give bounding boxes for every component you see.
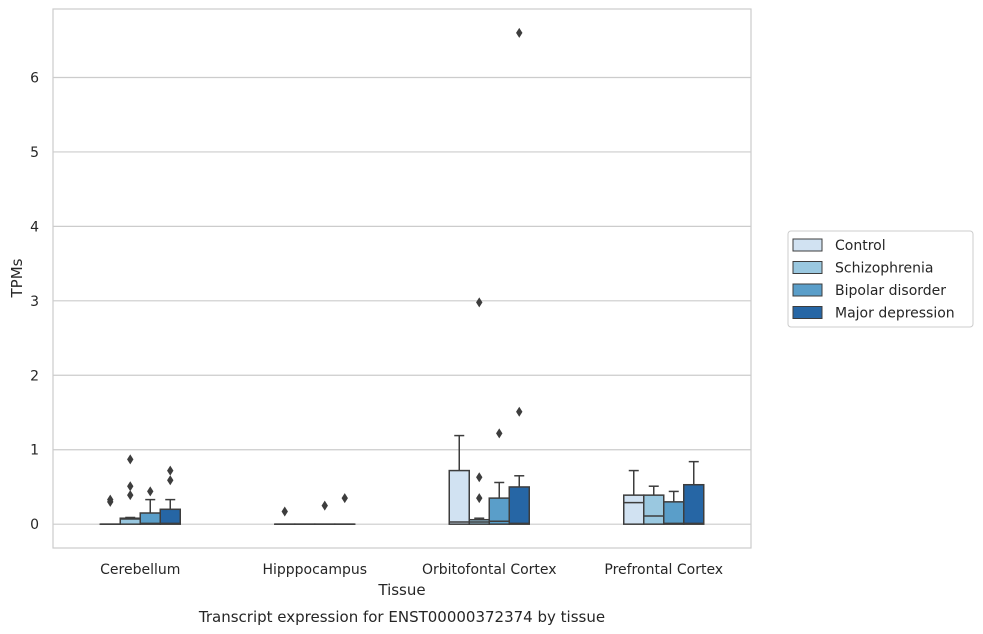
outlier-point xyxy=(341,493,348,504)
box-0-2 xyxy=(448,434,470,525)
y-tick-label: 4 xyxy=(30,219,39,235)
y-tick-label: 0 xyxy=(30,517,39,533)
box-body xyxy=(488,497,510,525)
legend-label: Schizophrenia xyxy=(835,261,933,277)
box-3-0 xyxy=(159,465,181,525)
legend-swatch xyxy=(792,306,823,319)
box-2-2 xyxy=(488,428,510,525)
box-body xyxy=(448,469,470,525)
box-3-2 xyxy=(508,27,530,525)
y-tick-label: 5 xyxy=(30,145,39,161)
outlier-point xyxy=(281,506,288,517)
legend-label: Major depression xyxy=(835,306,955,322)
box-body xyxy=(643,494,665,525)
box-2-1 xyxy=(314,500,336,525)
outlier-point xyxy=(516,406,523,417)
outlier-point xyxy=(167,465,174,476)
box-1-2 xyxy=(468,297,490,525)
outlier-point xyxy=(147,486,154,497)
box-0-1 xyxy=(274,506,296,525)
outlier-point xyxy=(127,490,134,501)
outlier-point xyxy=(321,500,328,511)
outlier-point xyxy=(107,494,114,505)
box-0-3 xyxy=(623,469,645,525)
y-axis-ticks: 0 1 2 3 4 5 6 xyxy=(30,70,39,533)
y-tick-label: 2 xyxy=(30,368,39,384)
outlier-point xyxy=(516,27,523,38)
outlier-point xyxy=(496,428,503,439)
x-tick-label: Orbitofontal Cortex xyxy=(422,562,557,578)
outlier-point xyxy=(127,454,134,465)
legend: Control Schizophrenia Bipolar disorder Majo… xyxy=(787,230,974,328)
box-2-3 xyxy=(663,490,685,525)
box-body xyxy=(139,512,161,525)
outlier-point xyxy=(476,472,483,483)
x-axis-ticks: Cerebellum Hipppocampus Orbitofontal Corte… xyxy=(100,562,723,578)
legend-swatch xyxy=(792,283,823,297)
box-2-0 xyxy=(139,486,161,525)
legend-swatch xyxy=(792,261,823,274)
box-body xyxy=(663,501,685,525)
box-1-0 xyxy=(119,454,141,525)
box-3-1 xyxy=(334,493,356,525)
plot-area xyxy=(99,27,705,525)
plot-frame xyxy=(52,8,752,549)
legend-label: Control xyxy=(835,238,886,254)
legend-label: Bipolar disorder xyxy=(835,283,946,299)
box-1-3 xyxy=(643,485,665,525)
box-body xyxy=(623,494,645,525)
y-tick-label: 3 xyxy=(30,294,39,310)
outlier-point xyxy=(476,493,483,504)
x-tick-label: Prefrontal Cortex xyxy=(604,562,723,578)
outlier-point xyxy=(476,297,483,308)
legend-swatch xyxy=(792,238,823,252)
outlier-point xyxy=(127,481,134,492)
box-body xyxy=(159,508,181,525)
y-tick-label: 6 xyxy=(30,70,39,86)
grid-lines xyxy=(53,76,751,525)
x-tick-label: Cerebellum xyxy=(100,562,180,578)
x-tick-label: Hipppocampus xyxy=(262,562,367,578)
y-axis-label: TPMs xyxy=(8,258,26,298)
box-3-3 xyxy=(683,460,705,525)
y-tick-label: 1 xyxy=(30,443,39,459)
box-0-0 xyxy=(99,494,121,525)
legend-frame xyxy=(787,230,974,328)
x-axis-label: Tissue xyxy=(377,581,425,599)
chart-caption: Transcript expression for ENST0000037237… xyxy=(198,608,605,626)
box-body xyxy=(683,483,705,525)
box-body xyxy=(508,486,530,525)
outlier-point xyxy=(167,475,174,486)
